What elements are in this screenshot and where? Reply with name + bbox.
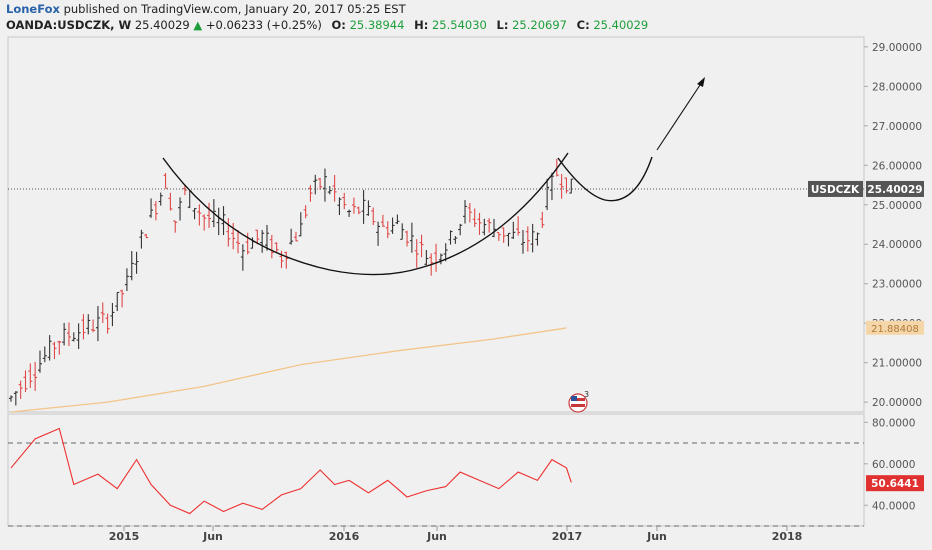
- high-value: 25.54030: [431, 18, 487, 32]
- handle-pattern-curve: [557, 156, 653, 202]
- cup-pattern-curve: [162, 152, 569, 276]
- rsi-tag-box: [866, 475, 924, 492]
- price-tick-label: 20.00000: [872, 397, 922, 409]
- rsi-tick-label: 60.0000: [872, 459, 915, 471]
- moving-average-line: [10, 327, 567, 413]
- projection-arrowhead: [697, 77, 705, 87]
- price-tick-label: 21.00000: [872, 358, 922, 370]
- price-tick-label: 23.00000: [872, 279, 922, 291]
- projection-arrow-line: [656, 81, 703, 151]
- symbol-label[interactable]: OANDA:USDCZK, W: [6, 18, 132, 32]
- header-ohlc-line: OANDA:USDCZK, W 25.40029 ▲ +0.06233 (+0.…: [6, 18, 648, 32]
- last-price-tag-label: 25.40029: [867, 184, 922, 196]
- close-label: C:: [576, 18, 590, 32]
- price-tick-label: 26.00000: [872, 160, 922, 172]
- price-tick-label: 29.00000: [872, 42, 922, 54]
- time-tick-label: 2017: [552, 530, 583, 543]
- open-label: O:: [331, 18, 346, 32]
- price-tick-label: 27.00000: [872, 121, 922, 133]
- last-price-tag-box: [866, 180, 924, 197]
- rsi-line: [10, 427, 572, 515]
- close-value: 25.40029: [593, 18, 649, 32]
- event-count-label: 3: [584, 390, 589, 399]
- price-tick-label: 28.00000: [872, 81, 922, 93]
- flag-canton: [571, 396, 577, 401]
- time-tick-label: 2018: [772, 530, 803, 543]
- high-label: H:: [414, 18, 429, 32]
- last-price: 25.40029: [134, 18, 190, 32]
- low-label: L:: [496, 18, 509, 32]
- published-text: published on TradingView.com, January 20…: [63, 2, 406, 16]
- symbol-tag-box: [808, 180, 863, 197]
- rsi-tag-label: 50.6441: [871, 478, 919, 490]
- symbol-tag-label: USDCZK: [811, 184, 860, 196]
- rsi-tick-label: 80.0000: [872, 417, 915, 429]
- rsi-tick-label: 40.0000: [872, 500, 915, 512]
- ma-tag-box: [866, 320, 924, 335]
- flag-stripe: [571, 404, 585, 407]
- author-link[interactable]: LoneFox: [6, 2, 60, 16]
- time-tick-label: Jun: [426, 530, 447, 543]
- flag-stripe: [571, 398, 585, 401]
- change-arrow-icon: ▲: [193, 18, 203, 32]
- time-tick-label: Jun: [202, 530, 223, 543]
- header-publish-line: LoneFox published on TradingView.com, Ja…: [6, 2, 406, 16]
- time-tick-label: 2016: [329, 530, 360, 543]
- change-value: +0.06233 (+0.25%): [205, 18, 322, 32]
- ma-tag-label: 21.88408: [871, 324, 919, 335]
- time-tick-label: Jun: [646, 530, 667, 543]
- open-value: 25.38944: [349, 18, 405, 32]
- price-tick-label: 24.00000: [872, 239, 922, 251]
- low-value: 25.20697: [512, 18, 567, 32]
- time-tick-label: 2015: [109, 530, 140, 543]
- price-tick-label: 25.00000: [872, 200, 922, 212]
